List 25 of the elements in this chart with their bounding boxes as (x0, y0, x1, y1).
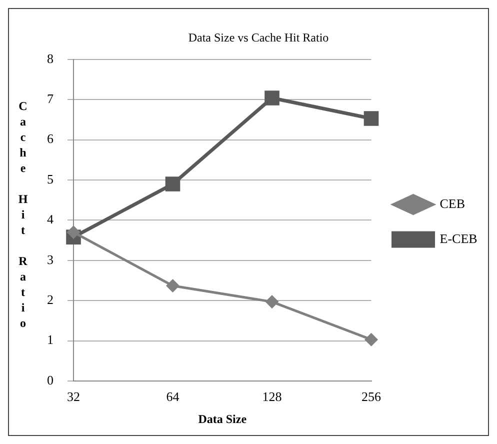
text: Cache Hit Ratio (18, 98, 28, 330)
y-tick-label: 3 (47, 252, 54, 267)
legend-label: CEB (440, 196, 466, 211)
y-tick-label: 8 (47, 50, 54, 66)
x-tick-label: 128 (262, 389, 282, 404)
y-tick-label: 2 (47, 292, 54, 308)
y-tick-label: 4 (47, 212, 54, 227)
x-tick-label: 32 (67, 389, 80, 404)
point (67, 226, 80, 239)
x-tick-label: 64 (166, 389, 180, 404)
chart-title: Data Size vs Cache Hit Ratio (188, 30, 329, 44)
point (266, 296, 278, 308)
y-tick-label: 7 (47, 91, 54, 106)
point (264, 90, 280, 106)
y-tick-label: 6 (47, 131, 54, 146)
legend-label: E-CEB (440, 230, 478, 246)
point (365, 333, 378, 346)
point (364, 111, 379, 126)
y-tick-label: 0 (47, 372, 54, 388)
y-tick-label: 1 (47, 332, 54, 348)
x-axis-title: Data Size (198, 412, 248, 426)
point (165, 176, 180, 192)
x-tick-label: 256 (362, 389, 382, 404)
point (166, 279, 179, 292)
y-tick-label: 5 (47, 171, 54, 186)
